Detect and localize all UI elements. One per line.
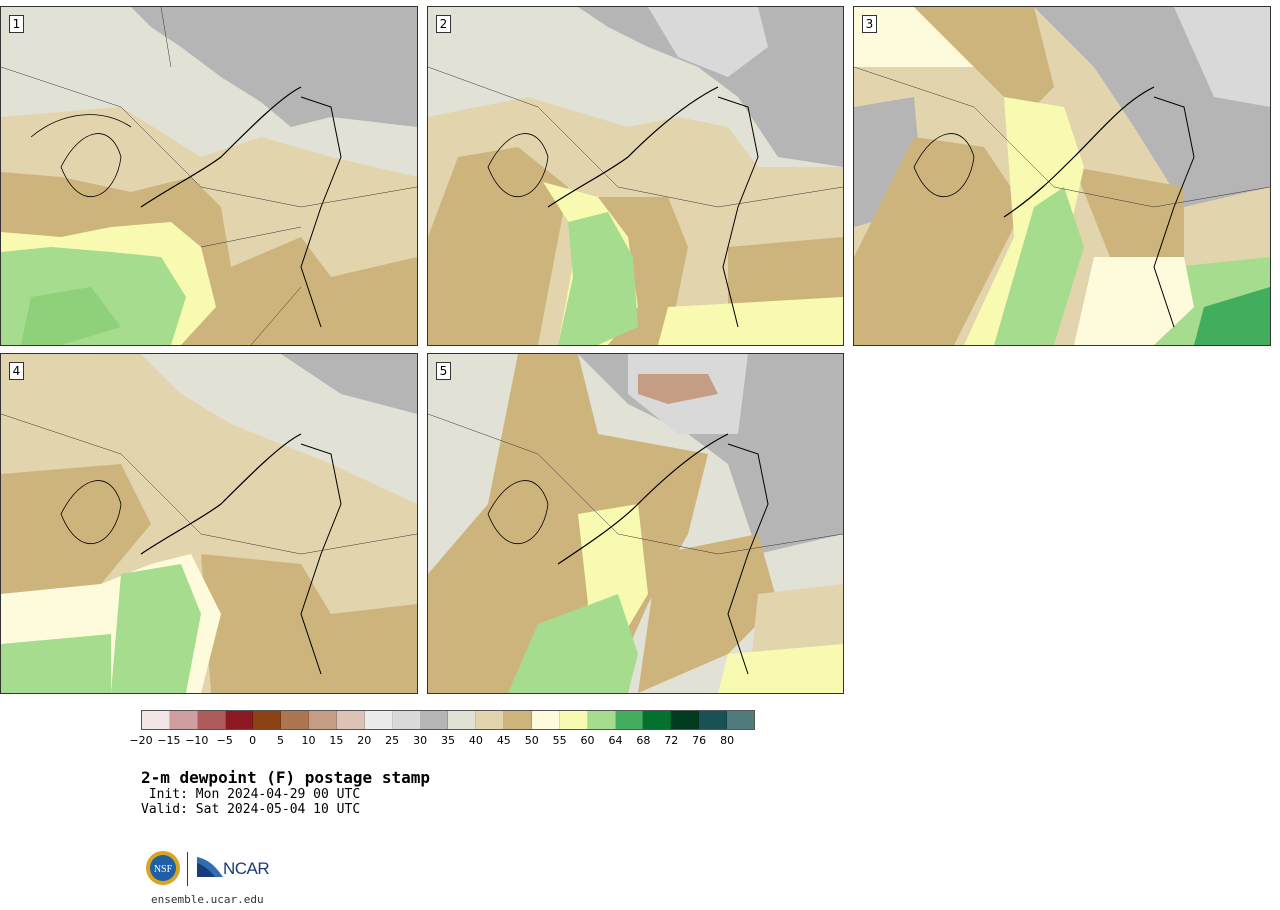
colorbar-tick-label: 50 <box>524 734 539 747</box>
site-url[interactable]: ensemble.ucar.edu <box>151 893 264 906</box>
colorbar-tick-label: 10 <box>301 734 316 747</box>
colorbar <box>141 710 755 730</box>
colorbar-swatch <box>587 711 616 729</box>
colorbar-tick-label: 5 <box>277 734 285 747</box>
panel-label: 4 <box>9 362 24 380</box>
dewpoint-map-4 <box>1 354 417 693</box>
colorbar-swatch <box>699 711 728 729</box>
colorbar-swatch <box>643 711 672 729</box>
colorbar-tick-label: −5 <box>216 734 233 747</box>
colorbar-swatch <box>142 711 170 729</box>
colorbar-swatch <box>309 711 338 729</box>
panel-label: 1 <box>9 15 24 33</box>
colorbar-swatch <box>169 711 198 729</box>
ncar-logo-icon <box>197 857 223 877</box>
colorbar-tick-label: 35 <box>441 734 455 747</box>
colorbar-tick-label: 60 <box>580 734 595 747</box>
colorbar-tick-label: 55 <box>552 734 567 747</box>
colorbar-tick-label: 76 <box>692 734 707 747</box>
colorbar-tick-label: 40 <box>468 734 483 747</box>
svg-text:NSF: NSF <box>154 864 173 875</box>
colorbar-tick-label: 72 <box>664 734 679 747</box>
colorbar-tick-label: 15 <box>329 734 344 747</box>
dewpoint-map-3 <box>854 7 1270 345</box>
colorbar-swatch <box>615 711 644 729</box>
nsf-logo-icon: NSF <box>146 851 180 885</box>
logos: NSF NCAR <box>145 850 285 890</box>
colorbar-swatch <box>559 711 588 729</box>
colorbar-tick-label: 45 <box>496 734 511 747</box>
ncar-logo-text: NCAR <box>223 859 270 878</box>
map-panel-1: 1 <box>0 6 418 346</box>
map-panel-4: 4 <box>0 353 418 694</box>
dewpoint-map-1 <box>1 7 417 345</box>
colorbar-swatch <box>197 711 226 729</box>
map-panel-5: 5 <box>427 353 844 694</box>
colorbar-tick-labels: −20 −15 −10 −5 0 5 10 15 20 25 30 35 40 45 50 55 60 64 68 7… <box>129 734 755 750</box>
colorbar-tick-label: −10 <box>185 734 209 747</box>
map-panel-3: 3 <box>853 6 1271 346</box>
dewpoint-map-2 <box>428 7 843 345</box>
colorbar-swatch <box>225 711 254 729</box>
colorbar-swatch <box>671 711 700 729</box>
colorbar-tick-label: 0 <box>249 734 257 747</box>
valid-time: Valid: Sat 2024-05-04 10 UTC <box>141 802 361 817</box>
colorbar-tick-label: 25 <box>385 734 400 747</box>
colorbar-swatch <box>337 711 365 729</box>
logo-divider <box>187 852 188 886</box>
panel-label: 5 <box>436 362 451 380</box>
map-panel-2: 2 <box>427 6 844 346</box>
plot-title: 2-m dewpoint (F) postage stamp <box>141 768 430 787</box>
colorbar-swatch <box>504 711 533 729</box>
colorbar-tick-label: 68 <box>636 734 651 747</box>
colorbar-tick-label: 80 <box>720 734 735 747</box>
colorbar-tick-label: −20 <box>129 734 153 747</box>
colorbar-swatch <box>448 711 477 729</box>
colorbar-swatch <box>364 711 393 729</box>
dewpoint-map-5 <box>428 354 843 693</box>
init-time: Init: Mon 2024-04-29 00 UTC <box>141 787 361 802</box>
colorbar-swatch <box>281 711 310 729</box>
colorbar-tick-label: −15 <box>157 734 181 747</box>
panel-label: 3 <box>862 15 877 33</box>
colorbar-swatch <box>253 711 282 729</box>
colorbar-swatch <box>476 711 505 729</box>
colorbar-tick-label: 20 <box>357 734 372 747</box>
colorbar-swatch <box>392 711 421 729</box>
colorbar-swatch <box>532 711 560 729</box>
colorbar-swatch <box>420 711 449 729</box>
colorbar-tick-label: 64 <box>608 734 623 747</box>
panel-label: 2 <box>436 15 451 33</box>
colorbar-swatch <box>727 711 754 729</box>
colorbar-tick-label: 30 <box>413 734 428 747</box>
